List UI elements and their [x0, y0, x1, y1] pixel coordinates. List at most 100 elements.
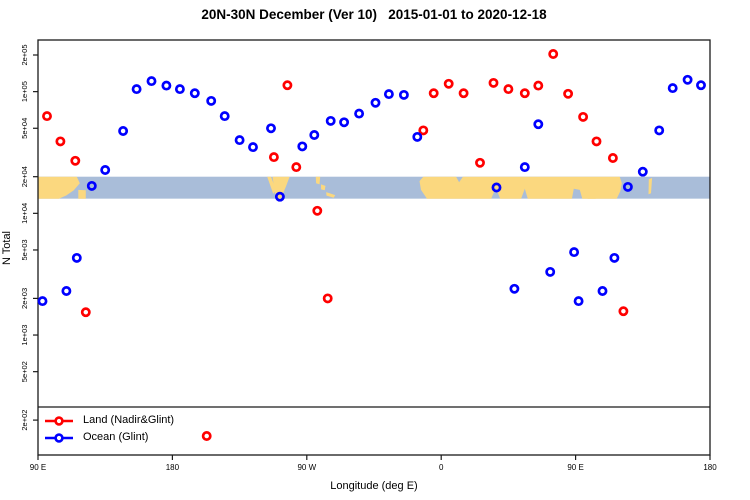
- x-tick-label: 180: [166, 463, 180, 472]
- data-point: [418, 125, 429, 136]
- data-point: [61, 286, 72, 296]
- data-point: [80, 307, 91, 318]
- data-point: [161, 80, 172, 91]
- data-point: [131, 84, 142, 95]
- map-band-land: [326, 192, 336, 198]
- x-tick-label: 180: [703, 463, 717, 472]
- y-tick-label: 2e+02: [20, 410, 29, 431]
- map-band-land: [321, 184, 326, 191]
- data-point: [569, 247, 580, 258]
- data-point: [609, 252, 620, 263]
- legend-label-ocean: Ocean (Glint): [83, 431, 149, 443]
- data-point: [55, 136, 66, 147]
- legend-marker-ocean-icon: [45, 432, 73, 443]
- data-point: [412, 131, 423, 142]
- y-axis-label-wrap: N Total: [0, 218, 13, 278]
- data-point: [519, 88, 530, 99]
- data-point: [118, 126, 129, 136]
- y-tick-label: 2e+04: [20, 166, 29, 187]
- data-point: [339, 117, 350, 128]
- data-point: [667, 83, 678, 94]
- data-point: [533, 119, 544, 130]
- data-point: [37, 296, 48, 307]
- y-tick-label: 2e+05: [20, 44, 29, 65]
- data-point: [458, 88, 469, 99]
- data-point: [398, 89, 409, 100]
- y-tick-label: 5e+03: [20, 239, 29, 260]
- legend-marker-land-icon: [45, 415, 73, 426]
- x-axis-label: Longitude (deg E): [330, 480, 418, 492]
- y-tick-label: 5e+04: [20, 118, 29, 139]
- data-point: [591, 136, 602, 147]
- data-point: [309, 130, 320, 140]
- data-point: [563, 88, 574, 99]
- data-point: [100, 165, 111, 175]
- data-point: [266, 123, 276, 134]
- x-tick-label: 90 E: [30, 463, 46, 472]
- data-point: [201, 431, 212, 441]
- data-point: [491, 182, 502, 193]
- data-point: [322, 293, 333, 304]
- data-point: [370, 97, 381, 108]
- data-point: [282, 80, 293, 91]
- data-point: [654, 125, 665, 136]
- map-band-land: [78, 189, 86, 199]
- map-band-land: [419, 176, 622, 199]
- data-point: [268, 152, 279, 163]
- data-point: [42, 111, 52, 122]
- data-point: [234, 135, 245, 146]
- data-point: [696, 80, 706, 91]
- data-point: [174, 84, 185, 95]
- data-point: [206, 95, 217, 106]
- x-tick-label: 90 W: [297, 463, 316, 472]
- legend-label-land: Land (Nadir&Glint): [83, 414, 175, 426]
- x-tick-label: 90 E: [567, 463, 583, 472]
- data-point: [248, 142, 258, 153]
- legend-item-land: Land (Nadir&Glint): [44, 412, 174, 429]
- data-point: [146, 76, 157, 87]
- data-point: [545, 266, 556, 277]
- data-point: [475, 157, 485, 168]
- data-point: [578, 111, 589, 122]
- data-point: [86, 180, 97, 191]
- legend-item-ocean: Ocean (Glint): [44, 429, 174, 446]
- data-point: [443, 78, 454, 89]
- data-point: [70, 155, 81, 166]
- data-point: [274, 191, 285, 202]
- map-band-land: [587, 195, 596, 199]
- data-point: [548, 49, 559, 59]
- legend: Land (Nadir&Glint) Ocean (Glint): [44, 412, 174, 446]
- y-tick-label: 1e+04: [20, 203, 29, 224]
- data-point: [488, 77, 499, 88]
- data-point: [291, 162, 302, 173]
- y-axis-label: N Total: [1, 230, 13, 266]
- map-band-land: [38, 176, 80, 199]
- chart-title: 20N-30N December (Ver 10) 2015-01-01 to …: [201, 7, 547, 22]
- data-point: [383, 89, 394, 100]
- data-point: [597, 286, 608, 296]
- map-band-land: [648, 178, 653, 195]
- y-tick-label: 1e+03: [20, 324, 29, 345]
- y-tick-label: 5e+02: [20, 361, 29, 382]
- data-point: [637, 166, 648, 177]
- data-point: [573, 296, 584, 307]
- y-tick-label: 2e+03: [20, 288, 29, 309]
- data-point: [325, 115, 336, 126]
- data-point: [519, 162, 530, 173]
- data-point: [354, 108, 365, 119]
- data-point: [622, 181, 633, 192]
- y-tick-label: 1e+05: [20, 81, 29, 102]
- data-point: [428, 88, 439, 99]
- data-point: [312, 205, 323, 216]
- data-point: [503, 84, 514, 95]
- data-point: [71, 252, 82, 263]
- data-point: [509, 283, 520, 294]
- x-tick-label: 0: [439, 463, 444, 472]
- data-point: [607, 153, 618, 163]
- plot-frame: [37, 39, 711, 456]
- data-point: [533, 80, 544, 91]
- data-point: [297, 141, 308, 152]
- data-point: [219, 111, 230, 122]
